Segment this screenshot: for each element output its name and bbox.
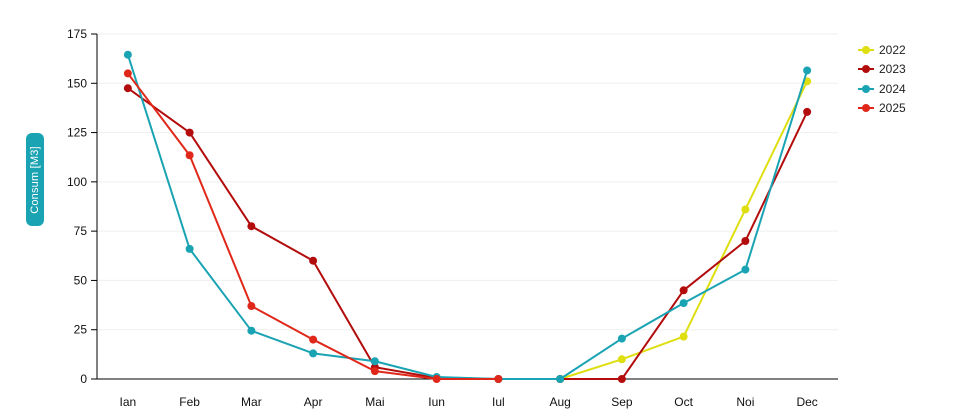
y-tick-label: 175 [67, 27, 87, 41]
series-2024 [123, 50, 812, 383]
data-point[interactable] [741, 265, 750, 274]
y-tick-label: 100 [67, 175, 87, 189]
data-point[interactable] [741, 237, 750, 245]
data-point[interactable] [185, 151, 194, 160]
data-point[interactable] [617, 375, 626, 383]
x-tick-label: Noi [736, 395, 754, 409]
series-2022 [556, 77, 812, 383]
x-axis-ticks: Ian Feb Mar Apr Mai Iun Iul Aug Sep Oct Noi Dec [120, 395, 818, 409]
data-point[interactable] [370, 367, 379, 376]
x-tick-label: Sep [611, 395, 633, 409]
data-point[interactable] [679, 299, 688, 308]
x-tick-label: Iul [492, 395, 505, 409]
data-point[interactable] [370, 357, 379, 366]
legend-item-2025[interactable]: 2025 [858, 99, 906, 119]
data-point[interactable] [185, 244, 194, 253]
legend-swatch [858, 44, 874, 56]
series-2023 [123, 84, 812, 383]
data-point[interactable] [247, 222, 256, 231]
data-point[interactable] [556, 375, 565, 383]
data-point[interactable] [309, 349, 318, 358]
legend-label: 2022 [879, 42, 906, 57]
legend-label: 2025 [879, 101, 906, 116]
series-line [127, 87, 809, 380]
series-2025 [123, 69, 503, 383]
data-point[interactable] [247, 326, 256, 335]
y-tick-label: 50 [74, 273, 88, 287]
legend-item-2022[interactable]: 2022 [858, 40, 906, 60]
legend-swatch [858, 63, 874, 75]
y-tick-label: 75 [74, 224, 88, 238]
y-tick-label: 150 [67, 76, 87, 90]
x-tick-label: Mar [241, 395, 262, 409]
data-point[interactable] [803, 107, 812, 116]
legend-item-2023[interactable]: 2023 [858, 60, 906, 80]
y-axis-label: Consum [M3] [29, 146, 41, 214]
x-tick-label: Dec [796, 395, 817, 409]
y-tick-label: 25 [74, 323, 88, 337]
legend-item-2024[interactable]: 2024 [858, 79, 906, 99]
x-tick-label: Mai [365, 395, 384, 409]
data-point[interactable] [679, 332, 688, 341]
x-tick-label: Ian [120, 395, 137, 409]
series-layer [123, 50, 812, 383]
x-tick-label: Feb [179, 395, 200, 409]
y-tick-label: 0 [80, 372, 87, 386]
data-point[interactable] [617, 355, 626, 364]
x-tick-label: Iun [428, 395, 445, 409]
legend-swatch [858, 83, 874, 95]
legend: 2022 2023 2024 2025 [858, 40, 906, 118]
y-axis-ticks: 0 25 50 75 100 125 150 175 [67, 27, 97, 386]
legend-swatch [858, 102, 874, 114]
data-point[interactable] [679, 286, 688, 295]
data-point[interactable] [432, 375, 441, 383]
data-point[interactable] [494, 375, 503, 383]
data-point[interactable] [185, 128, 194, 137]
data-point[interactable] [123, 50, 132, 59]
x-tick-label: Apr [304, 395, 323, 409]
series-line [126, 54, 809, 380]
grid-lines [97, 33, 838, 331]
data-point[interactable] [123, 69, 132, 78]
data-point[interactable] [741, 205, 750, 214]
axes [96, 34, 838, 380]
x-tick-label: Aug [549, 395, 570, 409]
y-axis-label-badge [26, 133, 44, 226]
data-point[interactable] [309, 335, 318, 344]
x-tick-label: Oct [674, 395, 693, 409]
data-point[interactable] [617, 334, 626, 343]
y-tick-label: 125 [67, 126, 87, 140]
legend-label: 2024 [879, 81, 906, 96]
data-point[interactable] [123, 84, 132, 93]
data-point[interactable] [247, 302, 256, 311]
legend-label: 2023 [879, 62, 906, 77]
data-point[interactable] [309, 256, 318, 265]
data-point[interactable] [803, 66, 812, 75]
